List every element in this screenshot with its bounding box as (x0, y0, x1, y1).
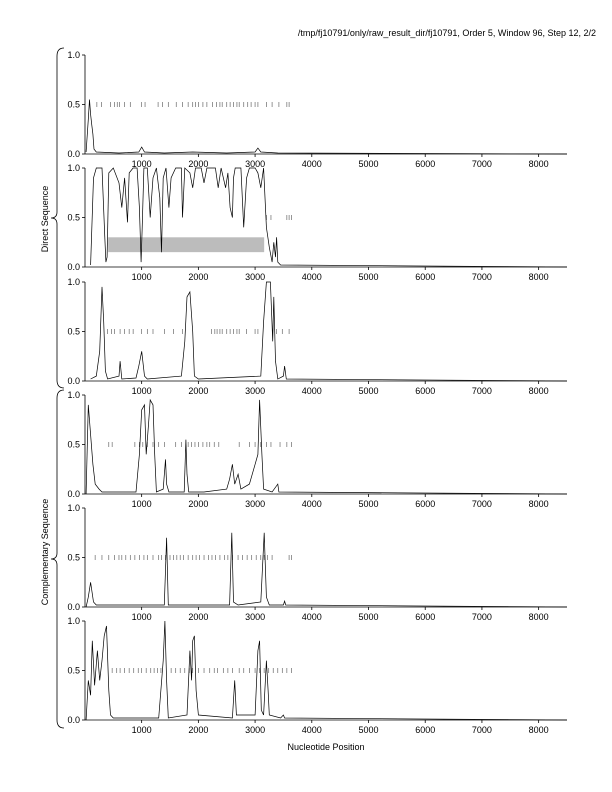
x-tick-label: 6000 (415, 159, 435, 169)
x-tick-label: 2000 (188, 159, 208, 169)
x-tick-label: 7000 (472, 499, 492, 509)
y-tick-label: 0.0 (67, 149, 80, 159)
coding-probability-line (85, 398, 568, 495)
x-tick-label: 1000 (132, 612, 152, 622)
coding-probability-line (90, 281, 568, 382)
x-tick-label: 4000 (302, 499, 322, 509)
x-tick-label: 3000 (245, 499, 265, 509)
frame-panel: 0.0 0.5 1.0 1000 2000 3000 4000 5000 6000 7000 800… (67, 163, 568, 282)
x-tick-label: 5000 (358, 499, 378, 509)
y-tick-label: 1.0 (67, 616, 80, 626)
y-tick-label: 1.0 (67, 50, 80, 60)
frame-panel: 0.0 0.5 1.0 1000 2000 3000 4000 5000 6000 7000 800… (67, 50, 568, 169)
coding-probability-line (90, 167, 568, 268)
x-tick-label: 7000 (472, 159, 492, 169)
x-tick-label: 3000 (245, 725, 265, 735)
x-tick-label: 1000 (132, 159, 152, 169)
x-tick-label: 1000 (132, 272, 152, 282)
y-tick-label: 0.5 (67, 440, 80, 450)
frame-panel: 0.0 0.5 1.0 1000 2000 3000 4000 5000 6000 7000 800… (67, 390, 568, 509)
x-tick-label: 7000 (472, 272, 492, 282)
x-tick-label: 8000 (529, 272, 549, 282)
y-tick-label: 1.0 (67, 163, 80, 173)
x-tick-label: 5000 (358, 725, 378, 735)
complementary-sequence-label: Complementary Sequence (40, 499, 50, 606)
x-tick-label: 2000 (188, 725, 208, 735)
coding-probability-line (85, 620, 568, 721)
x-tick-label: 6000 (415, 386, 435, 396)
x-tick-label: 5000 (358, 272, 378, 282)
y-tick-label: 0.5 (67, 666, 80, 676)
x-tick-label: 8000 (529, 612, 549, 622)
x-tick-label: 1000 (132, 386, 152, 396)
x-tick-label: 4000 (302, 725, 322, 735)
x-tick-label: 4000 (302, 159, 322, 169)
x-tick-label: 2000 (188, 386, 208, 396)
x-tick-label: 7000 (472, 725, 492, 735)
group-brace (50, 47, 65, 389)
group-brace (50, 389, 65, 729)
frame-panel: 0.0 0.5 1.0 1000 2000 3000 4000 5000 6000 7000 800… (67, 616, 568, 735)
y-tick-label: 0.0 (67, 602, 80, 612)
x-tick-label: 6000 (415, 725, 435, 735)
coding-probability-line (85, 532, 568, 608)
x-tick-label: 6000 (415, 272, 435, 282)
x-tick-label: 5000 (358, 386, 378, 396)
x-tick-label: 8000 (529, 499, 549, 509)
frame-panel: 0.0 0.5 1.0 1000 2000 3000 4000 5000 6000 7000 800… (67, 503, 568, 622)
x-tick-label: 1000 (132, 499, 152, 509)
x-tick-label: 2000 (188, 612, 208, 622)
x-tick-label: 8000 (529, 725, 549, 735)
figure-title: /tmp/fj10791/only/raw_result_dir/fj10791… (298, 28, 596, 38)
y-tick-label: 0.5 (67, 327, 80, 337)
x-tick-label: 4000 (302, 272, 322, 282)
frame-panels: 0.0 0.5 1.0 1000 2000 3000 4000 5000 6000 7000 800… (67, 50, 568, 735)
x-tick-label: 5000 (358, 612, 378, 622)
x-tick-label: 6000 (415, 612, 435, 622)
x-tick-label: 6000 (415, 499, 435, 509)
group-braces (50, 47, 65, 729)
coding-probability-line (85, 99, 568, 155)
x-tick-label: 3000 (245, 159, 265, 169)
x-tick-label: 7000 (472, 612, 492, 622)
x-tick-label: 2000 (188, 499, 208, 509)
y-tick-label: 0.5 (67, 100, 80, 110)
x-tick-label: 4000 (302, 612, 322, 622)
x-tick-label: 1000 (132, 725, 152, 735)
x-tick-label: 3000 (245, 272, 265, 282)
y-tick-label: 0.0 (67, 376, 80, 386)
x-axis-title: Nucleotide Position (287, 742, 364, 752)
y-tick-label: 1.0 (67, 503, 80, 513)
x-tick-label: 8000 (529, 386, 549, 396)
x-tick-label: 8000 (529, 159, 549, 169)
y-tick-label: 1.0 (67, 277, 80, 287)
y-tick-label: 0.0 (67, 262, 80, 272)
y-tick-label: 0.5 (67, 213, 80, 223)
y-tick-label: 1.0 (67, 390, 80, 400)
x-tick-label: 3000 (245, 612, 265, 622)
x-tick-label: 7000 (472, 386, 492, 396)
y-tick-label: 0.0 (67, 489, 80, 499)
y-tick-label: 0.0 (67, 715, 80, 725)
x-tick-label: 4000 (302, 386, 322, 396)
frame-panel: 0.0 0.5 1.0 1000 2000 3000 4000 5000 6000 7000 800… (67, 277, 568, 396)
y-tick-label: 0.5 (67, 553, 80, 563)
highlight-region (108, 237, 265, 253)
x-tick-label: 2000 (188, 272, 208, 282)
x-tick-label: 3000 (245, 386, 265, 396)
x-tick-label: 5000 (358, 159, 378, 169)
direct-sequence-label: Direct Sequence (40, 186, 50, 253)
